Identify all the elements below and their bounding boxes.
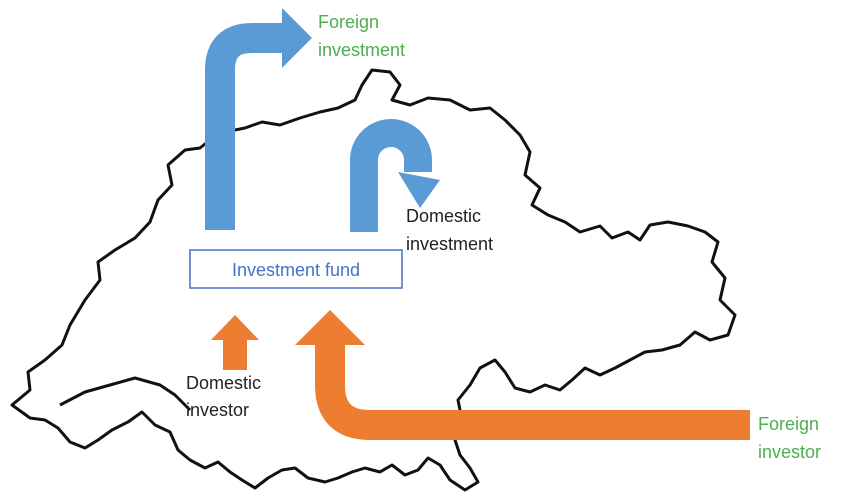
domestic-investment-arrowhead — [398, 172, 440, 208]
foreign-investor-label: Foreign — [758, 414, 819, 434]
foreign-investment-arrow — [205, 23, 284, 230]
domestic-investment-label: investment — [406, 234, 493, 254]
domestic-investment-arrow — [350, 119, 432, 232]
foreign-investor-label: investor — [758, 442, 821, 462]
domestic-investor-label: Domestic — [186, 373, 261, 393]
foreign-investment-arrowhead — [282, 8, 312, 68]
fund-label: Investment fund — [232, 260, 360, 280]
domestic-investor-shaft — [223, 338, 247, 370]
switzerland-outline — [10, 68, 737, 492]
foreign-investor-arrowhead — [295, 310, 365, 345]
fund-box — [189, 249, 403, 289]
domestic-investor-label: investor — [186, 400, 249, 420]
domestic-investment-label: Domestic — [406, 206, 481, 226]
foreign-investor-arrow — [315, 342, 750, 440]
domestic-investor-arrowhead — [211, 315, 259, 340]
foreign-investment-label: investment — [318, 40, 405, 60]
foreign-investment-label: Foreign — [318, 12, 379, 32]
